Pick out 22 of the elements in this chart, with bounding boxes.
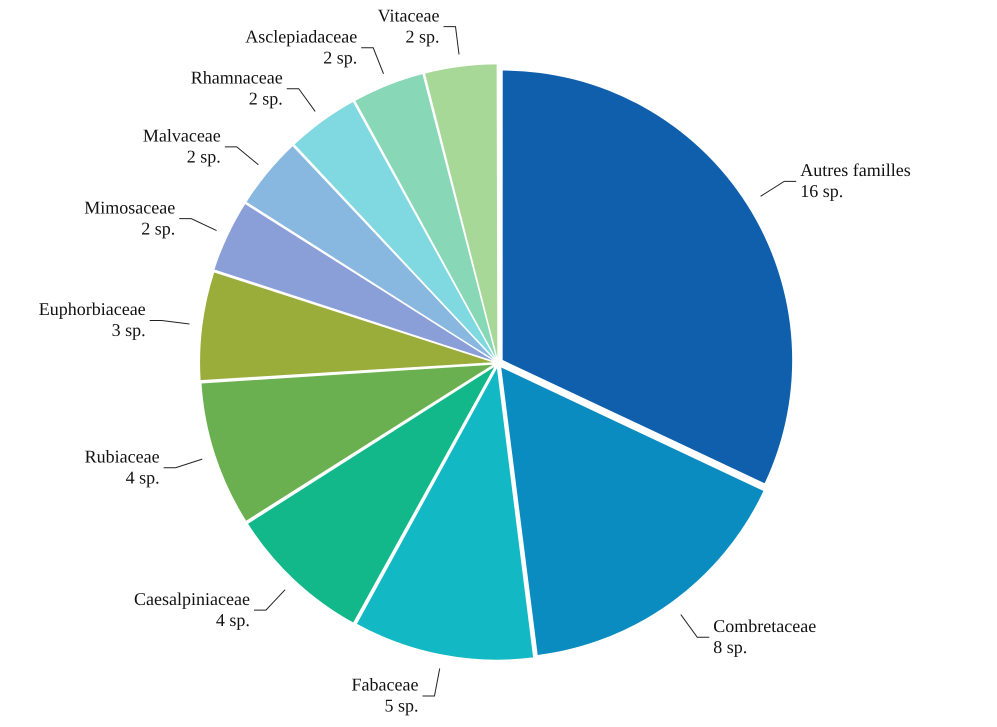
- slice-label: Rhamnaceae: [190, 67, 283, 88]
- data-label: 16 sp.: [800, 181, 844, 202]
- slice-label: Fabaceae: [352, 674, 418, 695]
- slice-label: Mimosaceae: [84, 197, 176, 218]
- data-label: 5 sp.: [384, 696, 418, 716]
- slice-label: Caesalpiniaceae: [134, 588, 250, 609]
- data-label: 2 sp.: [141, 218, 176, 238]
- data-label: 2 sp.: [405, 26, 440, 46]
- slice-label: Autres familles: [800, 160, 911, 180]
- slice-label: Euphorbiaceae: [38, 299, 146, 320]
- slice-label: Combretaceae: [713, 616, 816, 636]
- slice-label: Rubiaceae: [84, 446, 160, 466]
- data-label: 4 sp.: [216, 610, 250, 630]
- slice-label: Malvaceae: [142, 126, 221, 146]
- data-label: 8 sp.: [713, 636, 748, 657]
- data-label: 2 sp.: [186, 146, 221, 167]
- data-label: 4 sp.: [126, 467, 160, 488]
- data-label: 3 sp.: [112, 320, 146, 340]
- slice-label: Asclepiadaceae: [245, 26, 358, 47]
- slice-label: Vitaceae: [378, 5, 440, 26]
- data-label: 2 sp.: [248, 88, 283, 108]
- data-label: 2 sp.: [323, 48, 358, 68]
